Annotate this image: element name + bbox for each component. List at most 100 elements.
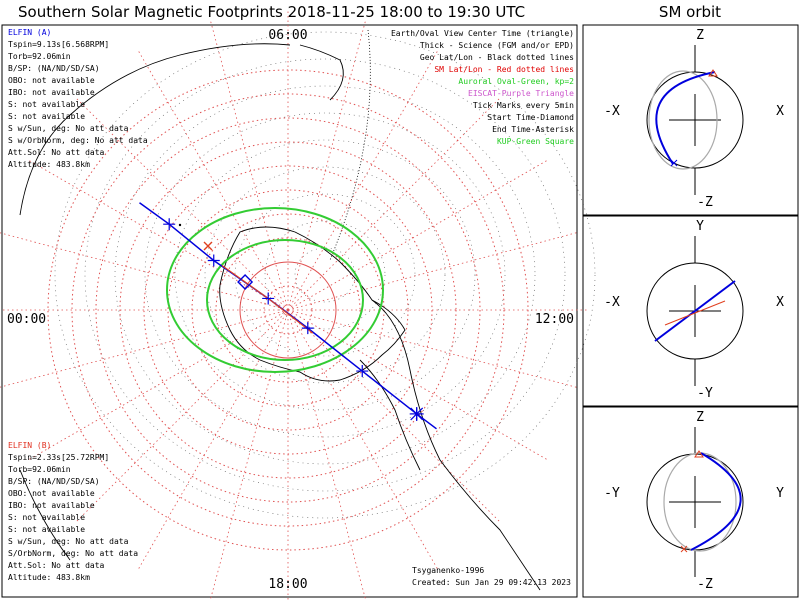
sm-lon-line	[27, 159, 289, 311]
elfin-b-info-line: S: not available	[8, 525, 85, 534]
legend-item: Earth/Oval View Center Time (triangle)	[391, 29, 574, 38]
elfin-a-info-line: S: not available	[8, 112, 85, 121]
sm-lon-line	[137, 309, 289, 571]
sm-lon-line	[287, 231, 578, 311]
panel-xz-left: -X	[604, 104, 620, 119]
sm-lon-line	[287, 309, 578, 389]
sm-grid	[0, 10, 588, 604]
legend-item: Thick - Science (FGM and/or EPD)	[420, 41, 574, 50]
orbit-triangle	[708, 69, 718, 77]
geo-lat-circle	[144, 112, 506, 438]
sm-panel-xz-frame	[582, 24, 799, 216]
clock-label-bottom: 18:00	[268, 577, 307, 592]
elfin-a-name: ELFIN (A)	[8, 28, 51, 37]
model-credit: Tsyganenko-1996	[412, 566, 484, 575]
tick-mark	[356, 365, 369, 378]
sm-lon-line	[287, 159, 549, 311]
sm-lon-line	[287, 309, 549, 461]
elfin-a-info-line: S: not available	[8, 100, 85, 109]
coast-line	[19, 43, 291, 216]
sm-lon-line	[209, 20, 289, 311]
elfin-b-info: ELFIN (B) Tspin=2.33s[25.72RPM] Torb=92.0…	[8, 441, 138, 582]
geo-lat-circle	[264, 220, 386, 330]
sm-lon-line	[287, 309, 367, 600]
elfin-a-info-line: OBO: not available	[8, 76, 95, 85]
panel-yz-left: -Y	[604, 486, 620, 501]
sm-lon-line	[137, 49, 289, 311]
panel-xy-top: Y	[696, 219, 704, 234]
orbit-front	[690, 452, 742, 551]
elfin-b-info-line: Tspin=2.33s[25.72RPM]	[8, 453, 109, 462]
polar-map	[0, 10, 596, 604]
orbit-triangle	[694, 450, 704, 458]
legend-item: Start Time-Diamond	[487, 113, 574, 122]
sm-lon-line	[287, 49, 439, 311]
sm-lon-line	[75, 97, 289, 311]
clock-label-right: 12:00	[535, 312, 574, 327]
geo-lat-circle	[234, 193, 416, 357]
geo-lat-circle	[174, 139, 476, 411]
tick-mark	[207, 254, 220, 267]
footprint-track	[139, 202, 437, 430]
sm-lat-circle	[95, 117, 481, 503]
elfin-a-info-line: Tspin=9.13s[6.568RPM]	[8, 40, 109, 49]
coast-line	[219, 226, 406, 382]
elfin-b-info-line: OBO: not available	[8, 489, 95, 498]
geo-lat-circle	[114, 85, 536, 465]
panel-xz-right: X	[776, 104, 784, 119]
sm-lon-line	[27, 309, 289, 461]
orbit-b	[664, 300, 726, 326]
tick-mark	[262, 292, 275, 305]
panel-yz-top: Z	[696, 410, 704, 425]
sm-panel-yz-frame	[582, 406, 799, 598]
elfin-b-info-line: Altitude: 483.8km	[8, 573, 90, 582]
legend-item: End Time-Asterisk	[492, 125, 574, 134]
sm-lat-circle	[239, 261, 337, 359]
tick-mark	[163, 218, 176, 231]
orbit-front	[655, 71, 716, 165]
map-legend: Earth/Oval View Center Time (triangle) Th…	[391, 29, 574, 146]
elfin-a-info-line: B/SP: (NA/ND/SD/SA)	[8, 64, 100, 73]
elfin-a-info-line: IBO: not available	[8, 88, 95, 97]
coast-line	[19, 469, 71, 561]
geo-meridian	[329, 29, 371, 261]
legend-item: EISCAT-Purple Triangle	[468, 89, 574, 98]
figure-title: Southern Solar Magnetic Footprints 2018-…	[18, 3, 525, 21]
orbit-asterisk	[680, 545, 688, 553]
clock-label-left: 00:00	[7, 312, 46, 327]
elfin-a-info-line: Torb=92.06min	[8, 52, 71, 61]
sm-lon-line	[287, 309, 439, 571]
elfin-b-name: ELFIN (B)	[8, 441, 51, 450]
elfin-a-info-line: Att.Sol: No att data	[8, 148, 105, 157]
sm-lon-line	[287, 97, 501, 311]
elfin-a-info-line: S w/OrbNorm, deg: No att data	[8, 136, 148, 145]
sm-lon-line	[0, 232, 289, 311]
created-credit: Created: Sun Jan 29 09:42:13 2023	[412, 578, 571, 587]
legend-item: KUP-Green Square	[497, 137, 574, 146]
sm-lon-line	[287, 20, 367, 311]
elfin-b-marker	[203, 241, 213, 251]
orbit-asterisk	[670, 159, 678, 167]
panel-xy-right: X	[776, 295, 784, 310]
elfin-b-info-line: IBO: not available	[8, 501, 95, 510]
geo-lat-circle	[54, 31, 596, 519]
sm-panel-xy: Y -Y -X X	[604, 219, 784, 401]
clock-label-top: 06:00	[268, 28, 307, 43]
coast-line	[299, 44, 344, 101]
end-asterisk	[409, 406, 424, 421]
legend-item: Geo Lat/Lon - Black dotted lines	[420, 53, 574, 62]
legend-item: SM Lat/Lon - Red dotted lines	[434, 65, 574, 74]
auroral-oval-inner	[206, 239, 364, 361]
panel-xy-bottom: -Y	[697, 386, 713, 401]
start-diamond	[237, 273, 254, 290]
island-dot	[178, 223, 182, 227]
orbit-back	[648, 70, 718, 170]
elfin-b-info-line: Torb=92.06min	[8, 465, 71, 474]
sm-orbit-title: SM orbit	[659, 3, 721, 21]
panel-xy-left: -X	[604, 295, 620, 310]
coast-line	[371, 299, 541, 591]
elfin-b-info-line: S w/Sun, deg: No att data	[8, 537, 129, 546]
sm-panel-xz: Z -Z -X X	[604, 28, 784, 210]
panel-xz-top: Z	[696, 28, 704, 43]
